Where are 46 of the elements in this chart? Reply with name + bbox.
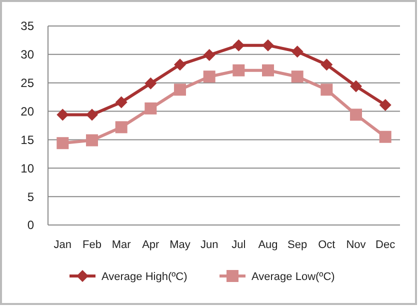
point	[56, 108, 69, 121]
point	[174, 84, 186, 96]
x-tick-label: Apr	[142, 239, 160, 251]
legend-label: Average High(ºC)	[102, 270, 188, 283]
point	[262, 64, 274, 76]
y-tick-label: 10	[20, 161, 34, 176]
point	[291, 46, 304, 58]
x-tick-label: Oct	[318, 239, 336, 251]
y-tick-label: 20	[20, 104, 34, 118]
point	[350, 108, 362, 121]
y-tick-label: 35	[20, 19, 34, 34]
point	[203, 48, 216, 61]
point	[320, 58, 333, 71]
point	[291, 70, 304, 83]
point	[144, 77, 157, 90]
y-tick-label: 5	[27, 190, 34, 204]
point	[350, 80, 362, 92]
y-tick-label: 25	[20, 76, 34, 90]
y-tick-label: 0	[27, 218, 34, 232]
legend-label: Average Low(ºC)	[252, 270, 335, 283]
point	[379, 130, 392, 143]
point	[320, 84, 333, 96]
y-tick-label: 30	[20, 48, 34, 62]
x-tick-label: Aug	[258, 239, 278, 251]
x-tick-label: May	[170, 239, 191, 251]
point	[115, 96, 128, 108]
point	[56, 137, 69, 150]
x-tick-label: Mar	[112, 239, 132, 251]
point	[232, 39, 245, 52]
point	[115, 121, 128, 134]
point	[86, 134, 98, 146]
point	[86, 108, 98, 121]
x-tick-label: Feb	[82, 239, 102, 251]
point	[232, 64, 245, 76]
x-tick-label: Jan	[54, 239, 72, 251]
x-tick-label: Sep	[288, 239, 308, 251]
point	[174, 58, 186, 71]
point	[379, 99, 392, 112]
x-tick-label: Nov	[346, 239, 366, 251]
y-tick-label: 15	[20, 132, 34, 147]
x-tick-label: Jul	[232, 239, 246, 251]
point	[262, 39, 274, 52]
x-tick-label: Dec	[376, 239, 396, 251]
point	[203, 70, 216, 83]
point	[144, 102, 157, 114]
x-tick-label: Jun	[200, 239, 218, 251]
